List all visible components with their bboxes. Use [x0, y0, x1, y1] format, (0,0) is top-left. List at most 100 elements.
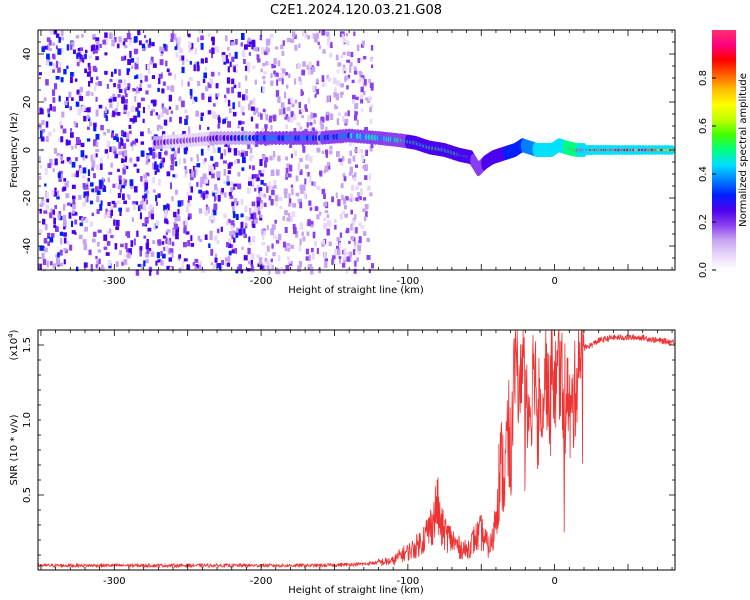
- heatmap-cell: [268, 195, 272, 201]
- heatmap-cell: [97, 249, 102, 253]
- heatmap-cell: [343, 253, 346, 260]
- heatmap-cell: [114, 153, 119, 159]
- heatmap-cell: [186, 264, 191, 270]
- heatmap-cell: [302, 184, 306, 192]
- heatmap-cell: [124, 88, 127, 94]
- heatmap-cell: [212, 264, 217, 269]
- heatmap-cell: [68, 159, 72, 165]
- heatmap-cell: [120, 243, 124, 248]
- heatmap-cell: [214, 253, 218, 261]
- heatmap-cell: [327, 95, 330, 102]
- heatmap-cell: [360, 225, 365, 229]
- heatmap-cell: [129, 183, 134, 189]
- heatmap-cell: [366, 237, 370, 242]
- heatmap-cell: [316, 78, 319, 84]
- heatmap-cell: [222, 261, 227, 266]
- heatmap-cell: [140, 141, 144, 145]
- heatmap-cell: [60, 136, 64, 143]
- heatmap-cell: [103, 234, 108, 241]
- heatmap-cell: [87, 114, 90, 119]
- heatmap-cell: [150, 56, 154, 63]
- heatmap-cell: [316, 32, 319, 39]
- heatmap-cell: [216, 171, 221, 178]
- heatmap-cell: [257, 58, 261, 63]
- heatmap-cell: [298, 167, 301, 172]
- heatmap-cell: [53, 224, 57, 228]
- heatmap-cell: [137, 110, 141, 118]
- heatmap-cell: [351, 219, 355, 226]
- heatmap-cell: [313, 119, 316, 125]
- heatmap-cell: [184, 171, 187, 178]
- heatmap-cell: [209, 233, 213, 241]
- heatmap-cell: [250, 264, 254, 271]
- heatmap-cell: [369, 118, 373, 124]
- heatmap-cell: [133, 163, 137, 167]
- heatmap-cell: [297, 162, 301, 169]
- heatmap-cell: [265, 60, 268, 66]
- heatmap-cell: [212, 192, 216, 197]
- heatmap-cell: [211, 172, 215, 179]
- heatmap-cell: [149, 149, 153, 156]
- heatmap-cell: [99, 163, 103, 170]
- heatmap-cell: [208, 168, 212, 176]
- heatmap-cell: [127, 83, 131, 88]
- heatmap-cell: [43, 247, 48, 253]
- heatmap-cell: [227, 256, 231, 263]
- heatmap-cell: [305, 164, 309, 169]
- snr-series-line: [37, 329, 676, 568]
- heatmap-cell: [96, 195, 100, 203]
- heatmap-cell: [348, 240, 351, 244]
- heatmap-cell: [144, 182, 149, 189]
- heatmap-cell: [289, 260, 292, 264]
- heatmap-cell: [185, 169, 188, 174]
- heatmap-cell: [254, 217, 258, 224]
- heatmap-cell: [285, 156, 288, 161]
- heatmap-cell: [46, 53, 50, 60]
- heatmap-cell: [285, 168, 289, 174]
- heatmap-cell: [188, 182, 192, 189]
- heatmap-cell: [280, 44, 284, 50]
- heatmap-cell: [124, 45, 128, 49]
- heatmap-cell: [136, 230, 139, 237]
- heatmap-cell: [329, 113, 334, 120]
- heatmap-cell: [207, 33, 211, 37]
- heatmap-cell: [39, 164, 42, 169]
- heatmap-cell: [85, 195, 89, 203]
- heatmap-cell: [280, 73, 285, 78]
- heatmap-cell: [143, 204, 147, 211]
- heatmap-cell: [186, 202, 191, 207]
- heatmap-cell: [269, 115, 273, 119]
- heatmap-cell: [156, 269, 159, 275]
- heatmap-cell: [61, 156, 64, 162]
- heatmap-cell: [344, 119, 349, 124]
- heatmap-cell: [63, 69, 67, 75]
- heatmap-cell: [124, 154, 128, 160]
- heatmap-cell: [254, 207, 257, 213]
- heatmap-cell: [158, 151, 162, 159]
- heatmap-cell: [278, 108, 283, 116]
- heatmap-cell: [96, 190, 101, 195]
- heatmap-cell: [130, 240, 134, 248]
- heatmap-cell: [336, 151, 340, 158]
- heatmap-cell: [79, 216, 83, 221]
- heatmap-cell: [227, 170, 231, 175]
- heatmap-cell: [170, 110, 173, 114]
- heatmap-cell: [281, 50, 285, 56]
- heatmap-cell: [177, 44, 181, 51]
- heatmap-cell: [309, 266, 314, 270]
- heatmap-cell: [82, 154, 85, 161]
- heatmap-cell: [174, 223, 179, 231]
- heatmap-cell: [235, 269, 239, 274]
- heatmap-cell: [187, 33, 191, 38]
- y-tick-label: 0: [22, 147, 33, 153]
- heatmap-cell: [310, 69, 314, 75]
- heatmap-cell: [368, 96, 372, 101]
- heatmap-cell: [328, 163, 331, 170]
- heatmap-cell: [45, 135, 49, 142]
- heatmap-cell: [217, 117, 221, 124]
- heatmap-cell: [205, 191, 209, 195]
- heatmap-cell: [226, 262, 231, 267]
- heatmap-cell: [242, 112, 245, 116]
- heatmap-cell: [318, 45, 322, 49]
- heatmap-cell: [189, 77, 193, 81]
